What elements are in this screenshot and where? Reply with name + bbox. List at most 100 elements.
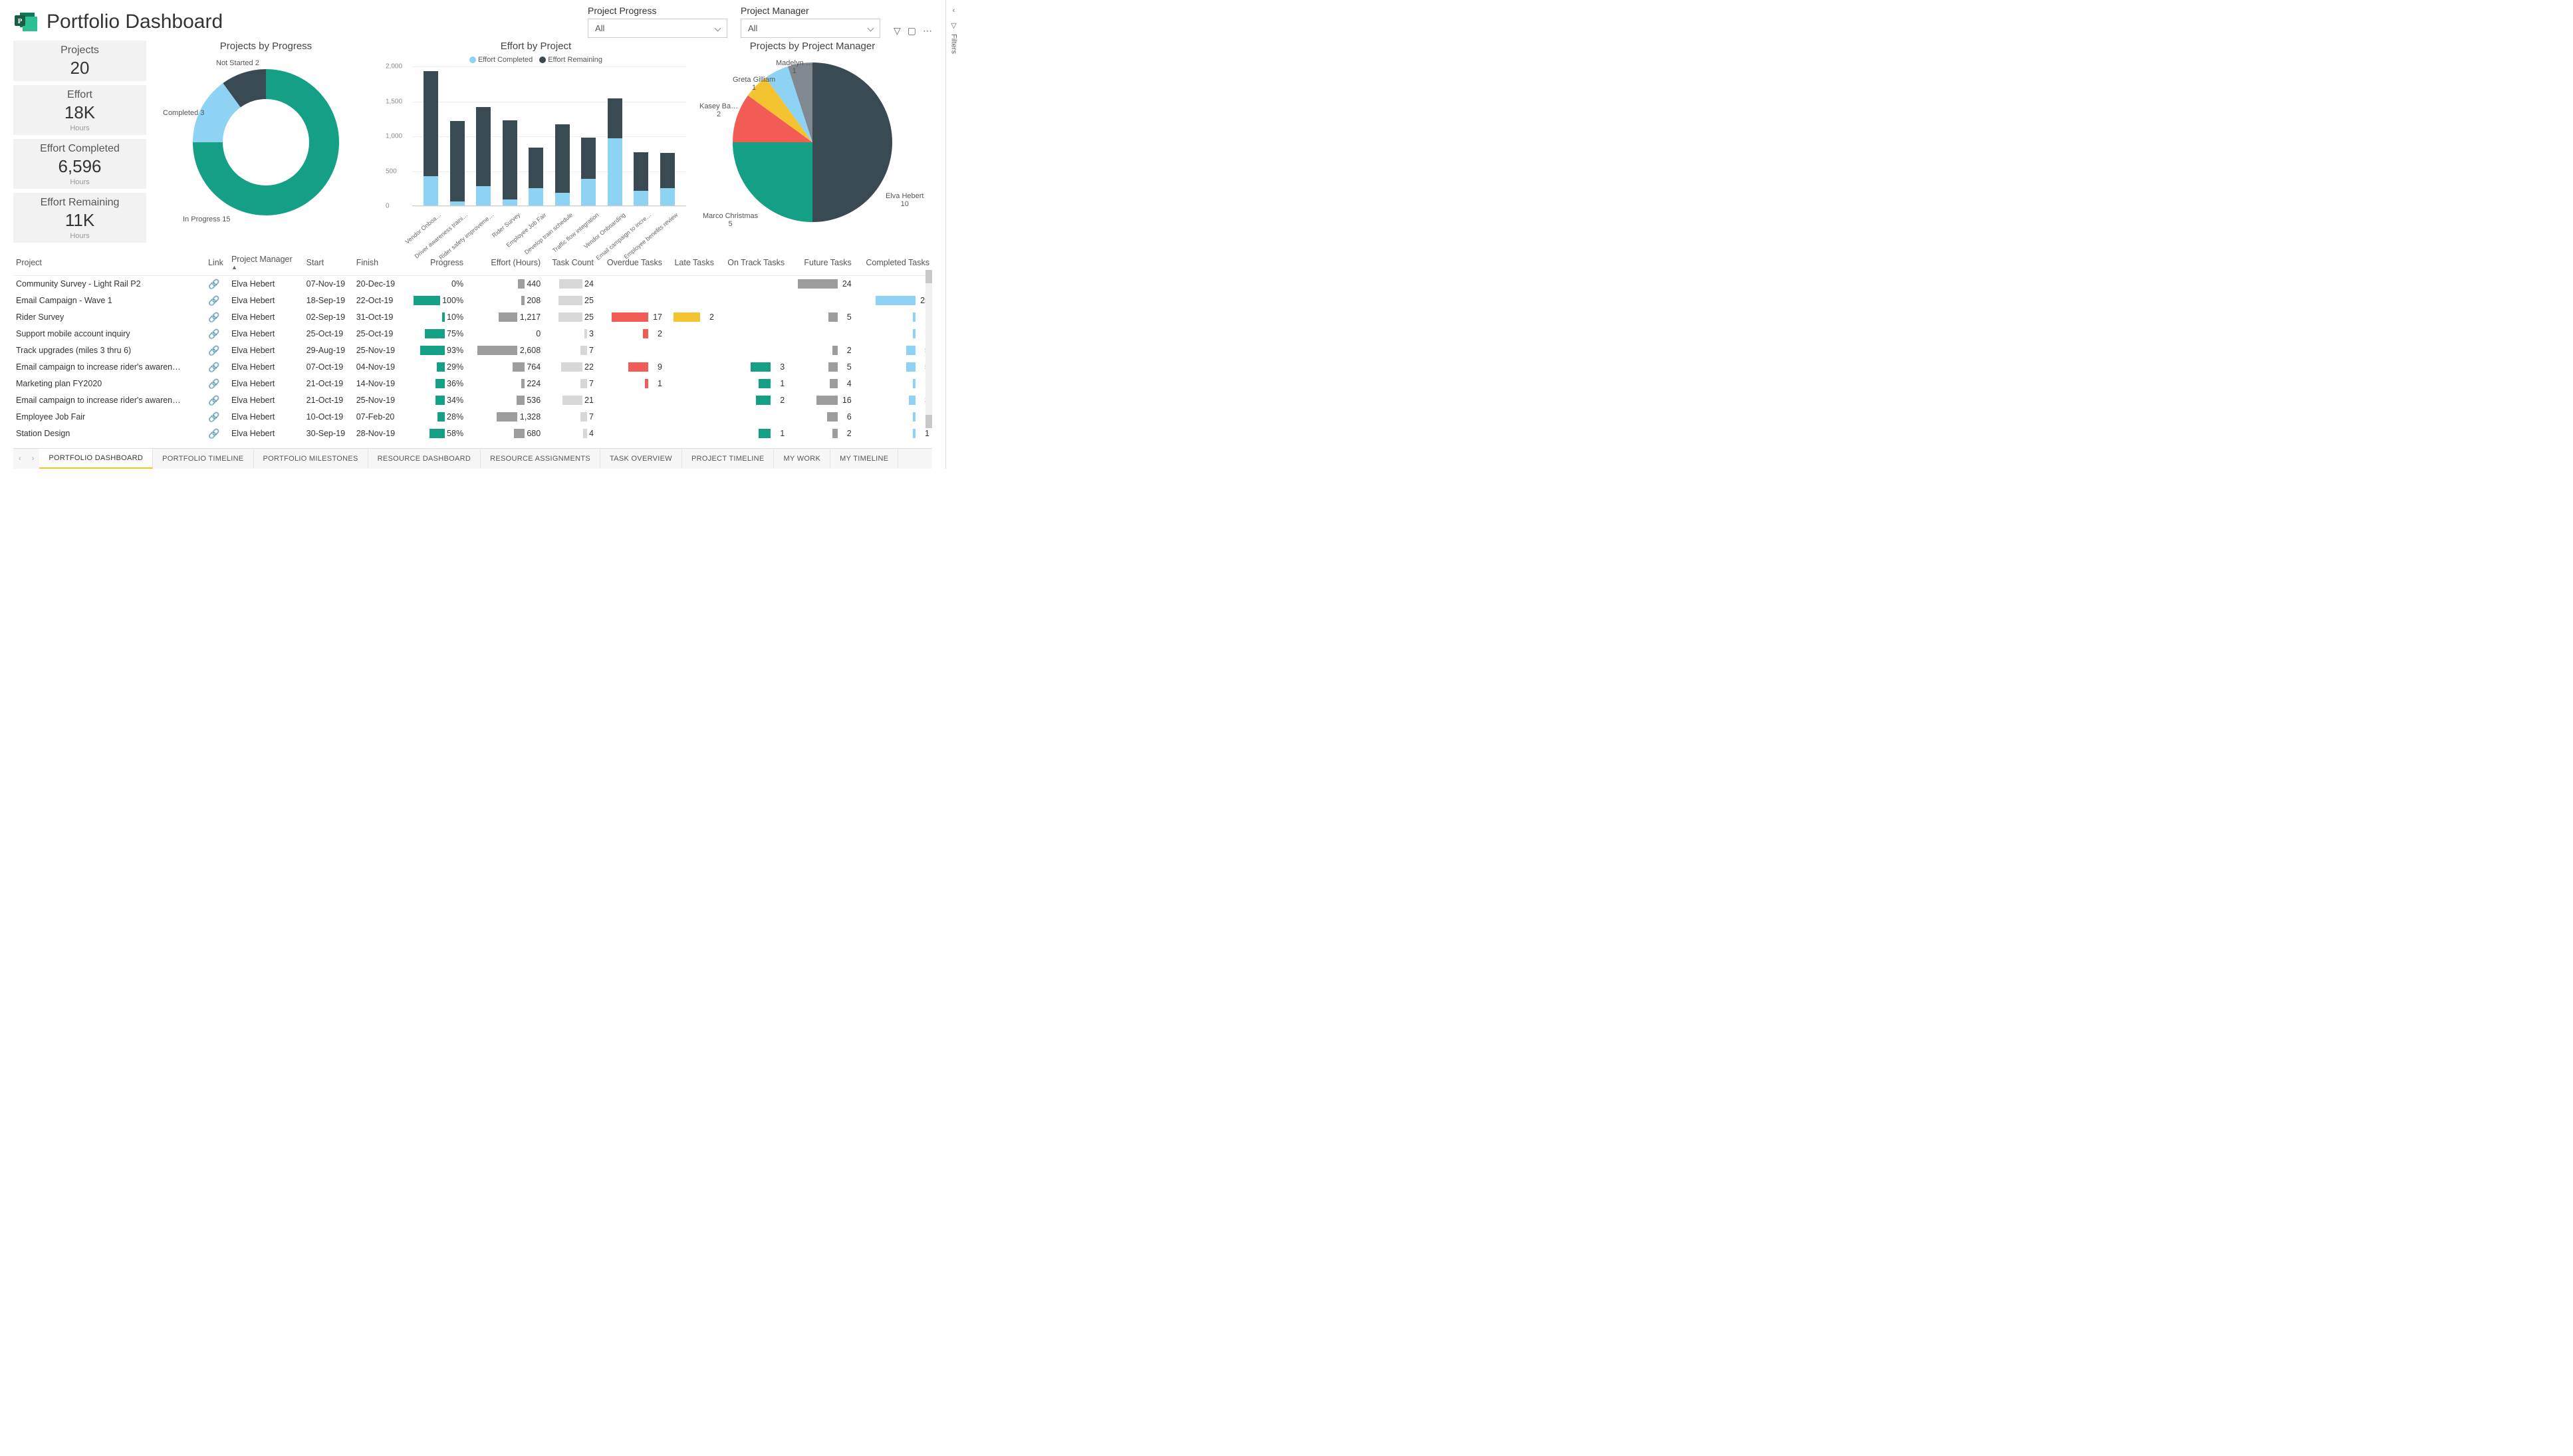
page-tab[interactable]: PORTFOLIO MILESTONES [254,449,368,468]
cell-ontrack [717,275,787,293]
page-tab[interactable]: RESOURCE ASSIGNMENTS [481,449,600,468]
table-row[interactable]: Support mobile account inquiry 🔗 Elva He… [13,326,932,342]
bar[interactable] [555,124,570,205]
table-row[interactable]: Rider safety improvements 🔗 Greta Gillia… [13,442,932,444]
column-header[interactable]: Late Tasks [665,251,717,275]
cell-start: 02-Sep-19 [304,309,354,326]
link-icon: 🔗 [208,345,219,356]
page-tab[interactable]: MY TIMELINE [830,449,898,468]
cell-link[interactable]: 🔗 [205,326,229,342]
table-row[interactable]: Community Survey - Light Rail P2 🔗 Elva … [13,275,932,293]
page-tab[interactable]: RESOURCE DASHBOARD [368,449,481,468]
filters-rail[interactable]: ‹ ▽ Filters [945,0,961,469]
kpi-value: 18K [16,102,144,123]
kpi-unit: Hours [16,124,144,132]
svg-text:P: P [18,17,23,25]
cell-ontrack [717,293,787,309]
column-header[interactable]: Link [205,251,229,275]
cell-link[interactable]: 🔗 [205,392,229,409]
bar[interactable] [476,107,491,205]
y-tick: 0 [386,203,390,210]
table-row[interactable]: Email Campaign - Wave 1 🔗 Elva Hebert 18… [13,293,932,309]
table-row[interactable]: Station Design 🔗 Elva Hebert 30-Sep-19 2… [13,425,932,442]
tab-prev[interactable]: ‹ [13,451,27,467]
cell-link[interactable]: 🔗 [205,309,229,326]
slicer-value: All [748,23,757,33]
cell-overdue [596,442,665,444]
table-scrollbar[interactable] [925,270,932,428]
bar[interactable] [529,148,543,205]
cell-link[interactable]: 🔗 [205,409,229,425]
tab-next[interactable]: › [27,451,40,467]
filter-icon[interactable]: ▽ [894,25,901,37]
donut-chart[interactable]: In Progress 15Completed 3Not Started 2 [180,56,352,229]
cell-link[interactable]: 🔗 [205,376,229,392]
table-row[interactable]: Email campaign to increase rider's aware… [13,392,932,409]
cell-start: 07-Nov-19 [304,275,354,293]
slicer-manager-dropdown[interactable]: All [741,19,880,38]
bar[interactable] [503,120,517,205]
kpi-card[interactable]: Effort Completed 6,596 Hours [13,139,146,189]
cell-pm: Elva Hebert [229,275,304,293]
page-tab[interactable]: PORTFOLIO DASHBOARD [39,449,153,469]
table-row[interactable]: Employee Job Fair 🔗 Elva Hebert 10-Oct-1… [13,409,932,425]
project-table: ProjectLinkProject Manager▲StartFinishPr… [13,251,932,444]
kpi-unit: Hours [16,178,144,186]
column-header[interactable]: Effort (Hours) [466,251,543,275]
cell-link[interactable]: 🔗 [205,293,229,309]
slicer-project-manager: Project Manager All [741,5,880,38]
cell-completed [854,275,932,293]
column-header[interactable]: Project [13,251,205,275]
bar[interactable] [608,98,622,205]
bar[interactable] [450,121,465,205]
bookmark-icon[interactable]: ▢ [908,25,916,37]
cell-link[interactable]: 🔗 [205,275,229,293]
chart-title: Effort by Project [386,41,686,52]
page-tab[interactable]: PROJECT TIMELINE [682,449,775,468]
bar[interactable] [660,153,675,205]
kpi-card[interactable]: Effort 18K Hours [13,85,146,135]
stacked-bar-chart[interactable]: 05001,0001,5002,000Vendor Onboa…Driver a… [386,66,686,246]
kpi-card[interactable]: Effort Remaining 11K Hours [13,193,146,243]
cell-late [665,392,717,409]
slicer-progress-dropdown[interactable]: All [588,19,727,38]
stacked-bar-card: Effort by Project Effort CompletedEffort… [386,41,686,246]
column-header[interactable]: Task Count [543,251,596,275]
cell-future: 4 [787,376,854,392]
cell-link[interactable]: 🔗 [205,425,229,442]
chevron-down-icon [715,25,721,32]
column-header[interactable]: Completed Tasks [854,251,932,275]
cell-start: 18-Sep-19 [304,293,354,309]
more-icon[interactable]: ⋯ [923,25,932,37]
page-tab[interactable]: TASK OVERVIEW [600,449,682,468]
column-header[interactable]: Overdue Tasks [596,251,665,275]
column-header[interactable]: Finish [354,251,404,275]
y-tick: 1,500 [386,98,402,105]
table-row[interactable]: Rider Survey 🔗 Elva Hebert 02-Sep-19 31-… [13,309,932,326]
kpi-card[interactable]: Projects 20 [13,41,146,81]
cell-link[interactable]: 🔗 [205,342,229,359]
cell-start: 07-Oct-19 [304,359,354,376]
column-header[interactable]: Progress [404,251,466,275]
project-logo-icon: P [13,10,37,34]
column-header[interactable]: Project Manager▲ [229,251,304,275]
cell-effort: 680 [466,425,543,442]
pie-chart[interactable]: Elva Hebert10Marco Christmas5Kasey Ba…2G… [713,56,912,229]
table-row[interactable]: Track upgrades (miles 3 thru 6) 🔗 Elva H… [13,342,932,359]
cell-link[interactable]: 🔗 [205,359,229,376]
cell-progress: 27% [404,442,466,444]
pie-segment-label: Madelyn …1 [776,59,813,75]
bar[interactable] [424,71,438,205]
cell-link[interactable]: 🔗 [205,442,229,444]
page-tab[interactable]: PORTFOLIO TIMELINE [153,449,253,468]
table-row[interactable]: Marketing plan FY2020 🔗 Elva Hebert 21-O… [13,376,932,392]
bar[interactable] [634,152,648,205]
column-header[interactable]: Future Tasks [787,251,854,275]
cell-start: 21-Oct-19 [304,376,354,392]
cell-future [787,326,854,342]
page-tab[interactable]: MY WORK [774,449,830,468]
column-header[interactable]: Start [304,251,354,275]
column-header[interactable]: On Track Tasks [717,251,787,275]
bar[interactable] [581,138,596,205]
table-row[interactable]: Email campaign to increase rider's aware… [13,359,932,376]
